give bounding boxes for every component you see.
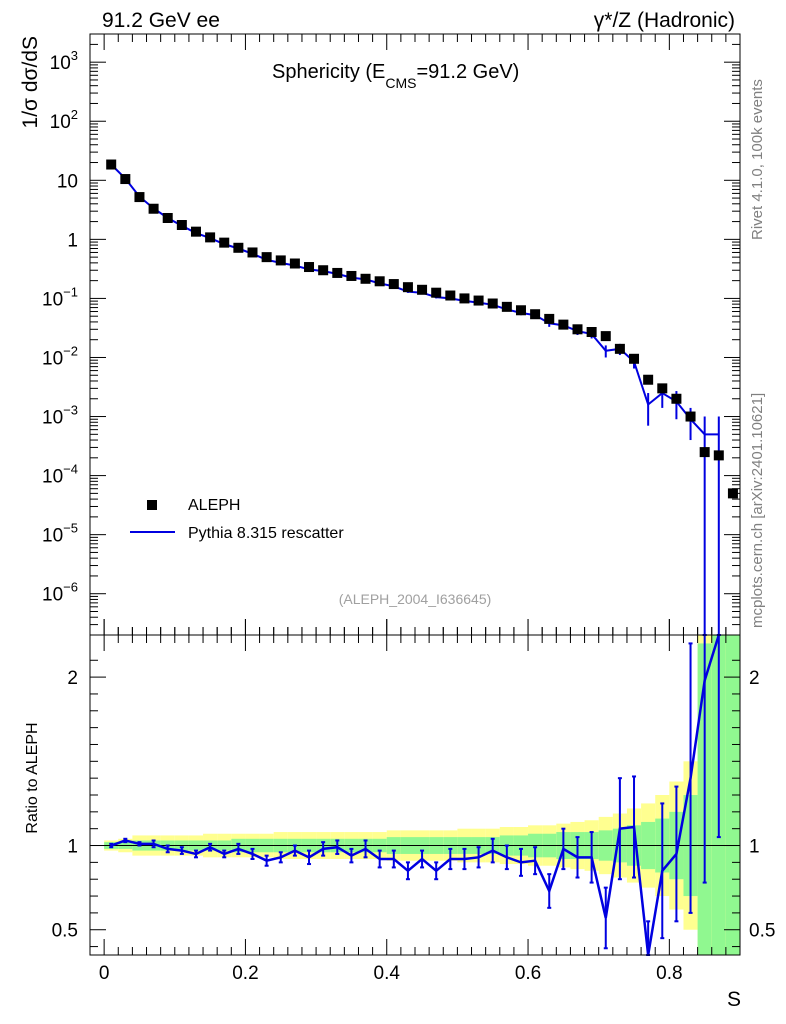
- side-label-mcplots: mcplots.cern.ch [arXiv:2401.10621]: [749, 393, 766, 628]
- x-axis-label: S: [727, 988, 741, 1011]
- main-y-tick-label: 10−5: [42, 521, 78, 547]
- aleph-data-point: [190, 226, 201, 237]
- main-y-tick-label: 10−4: [42, 462, 78, 488]
- aleph-data-point: [572, 324, 583, 335]
- aleph-data-point: [346, 270, 357, 281]
- main-plot-marks: [106, 159, 738, 635]
- aleph-data-point: [148, 203, 159, 214]
- aleph-data-point: [247, 247, 258, 258]
- header-energy-label: 91.2 GeV ee: [102, 9, 220, 32]
- main-y-axis-label: 1/σ dσ/dS: [19, 36, 42, 128]
- title-tail: =91.2 GeV): [417, 61, 520, 83]
- aleph-data-point: [120, 174, 131, 185]
- aleph-data-point: [713, 450, 724, 461]
- aleph-data-point: [544, 313, 555, 324]
- aleph-data-point: [304, 262, 315, 273]
- analysis-watermark: (ALEPH_2004_I636645): [339, 591, 492, 607]
- aleph-data-point: [176, 220, 187, 231]
- ratio-plot-marks: [109, 634, 721, 956]
- aleph-data-point: [643, 374, 654, 385]
- aleph-data-point: [459, 293, 470, 304]
- x-tick-label: 0: [99, 963, 110, 984]
- header-process-label: γ*/Z (Hadronic): [594, 9, 735, 32]
- ratio-y-tick-label-left: 0.5: [52, 921, 78, 942]
- main-plot-frame: [89, 33, 741, 636]
- x-tick-label: 0.6: [515, 963, 541, 984]
- main-y-tick-label: 10: [57, 171, 78, 192]
- aleph-data-point: [699, 447, 710, 458]
- aleph-data-point: [473, 295, 484, 306]
- x-tick-label: 0.2: [232, 963, 258, 984]
- aleph-data-point: [289, 258, 300, 269]
- ratio-y-tick-label-right: 1: [749, 837, 760, 858]
- pythia-series-line: [110, 163, 719, 436]
- aleph-data-point: [445, 290, 456, 301]
- aleph-data-point: [388, 279, 399, 290]
- aleph-data-point: [558, 319, 569, 330]
- aleph-data-point: [205, 232, 216, 243]
- aleph-data-point: [586, 327, 597, 338]
- side-label-rivet: Rivet 4.1.0, 100k events: [749, 79, 766, 240]
- x-tick-label: 0.4: [374, 963, 401, 984]
- aleph-data-point: [360, 273, 371, 284]
- aleph-data-point: [614, 343, 625, 354]
- aleph-data-point: [657, 383, 668, 394]
- aleph-data-point: [402, 282, 413, 293]
- legend-marker-aleph: [147, 500, 157, 510]
- title-subscript: CMS: [385, 75, 416, 91]
- aleph-data-point: [261, 252, 272, 263]
- aleph-data-point: [431, 287, 442, 298]
- main-y-tick-label: 1: [67, 230, 78, 251]
- ratio-y-tick-label-right: 0.5: [749, 921, 775, 942]
- main-y-tick-label: 10−2: [42, 343, 78, 369]
- main-plot-title: Sphericity (ECMS=91.2 GeV): [272, 61, 519, 91]
- aleph-data-point: [515, 305, 526, 316]
- aleph-data-point: [629, 353, 640, 364]
- aleph-data-point: [162, 212, 173, 223]
- legend: ALEPH Pythia 8.315 rescatter: [130, 497, 344, 542]
- aleph-data-point: [501, 301, 512, 312]
- x-tick-label: 0.8: [656, 963, 682, 984]
- main-y-tick-label: 10−3: [42, 403, 78, 429]
- aleph-data-point: [600, 331, 611, 342]
- legend-label-pythia: Pythia 8.315 rescatter: [188, 525, 344, 542]
- aleph-data-point: [233, 242, 244, 253]
- ratio-y-axis-label: Ratio to ALEPH: [24, 722, 41, 833]
- aleph-data-point: [685, 411, 696, 422]
- aleph-data-point: [134, 192, 145, 203]
- ratio-uncertainty-bands: [90, 635, 740, 955]
- aleph-data-point: [332, 267, 343, 278]
- ratio-y-tick-label-left: 1: [67, 837, 78, 858]
- ratio-series-line: [110, 634, 720, 956]
- ratio-y-tick-label-right: 2: [749, 668, 760, 689]
- main-y-tick-label: 10−1: [42, 284, 78, 310]
- aleph-data-point: [219, 237, 230, 248]
- title-main: Sphericity (E: [272, 61, 385, 83]
- main-y-tick-label: 103: [50, 48, 78, 74]
- aleph-data-point: [374, 276, 385, 287]
- aleph-data-point: [530, 309, 541, 320]
- aleph-data-point: [417, 284, 428, 295]
- main-y-tick-label: 10−6: [42, 580, 78, 606]
- aleph-data-point: [671, 393, 682, 404]
- aleph-data-point: [275, 255, 286, 266]
- main-y-tick-label: 102: [50, 107, 78, 133]
- aleph-data-point: [106, 159, 117, 170]
- legend-label-aleph: ALEPH: [188, 497, 240, 514]
- aleph-data-point: [487, 298, 498, 309]
- ratio-y-tick-label-left: 2: [67, 668, 78, 689]
- aleph-data-point: [318, 265, 329, 276]
